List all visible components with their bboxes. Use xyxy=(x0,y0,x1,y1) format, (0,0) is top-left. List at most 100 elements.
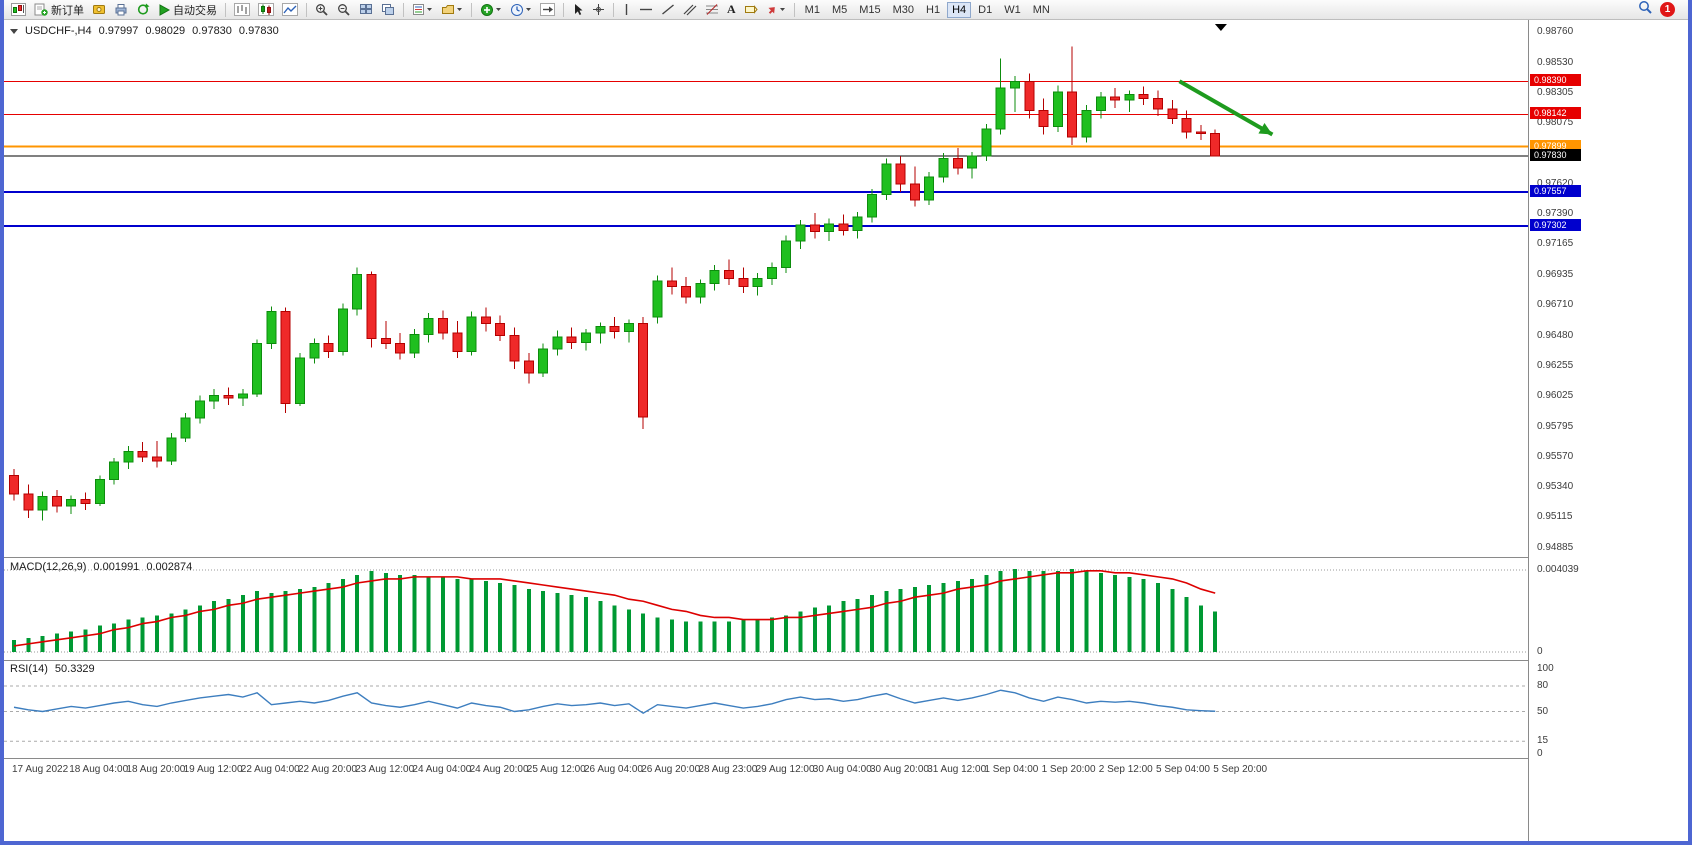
macd-label: MACD(12,26,9) 0.001991 0.002874 xyxy=(10,561,192,573)
timeframe-m1-button[interactable]: M1 xyxy=(804,3,820,16)
text-tool-button[interactable]: A xyxy=(724,0,739,19)
time-axis[interactable]: 17 Aug 2022 18 Aug 04:00 18 Aug 20:00 19 Au… xyxy=(4,759,1528,783)
new-order-button[interactable]: 新订单 xyxy=(31,0,87,19)
zoom-out-button[interactable] xyxy=(334,0,354,19)
candlestick-mode-button[interactable] xyxy=(255,0,277,19)
templates-icon xyxy=(412,3,425,16)
zoom-in-button[interactable] xyxy=(312,0,332,19)
chart-open-value: 0.97997 xyxy=(98,25,139,37)
clock-icon xyxy=(510,3,524,17)
fibonacci-tool-button[interactable] xyxy=(702,0,722,19)
timeframe-m15-button[interactable]: M15 xyxy=(859,3,881,16)
refresh-history-button[interactable] xyxy=(133,0,153,19)
bar-chart-mode-button[interactable] xyxy=(231,0,253,19)
toolbar: 新订单 自动交易 A xyxy=(4,0,1688,20)
print-button[interactable] xyxy=(111,0,131,19)
timeframe-h4-button[interactable]: H4 xyxy=(947,1,972,18)
chart-collapse-icon[interactable] xyxy=(10,28,18,34)
chart-shift-button[interactable] xyxy=(537,0,558,19)
timeframe-d1-button[interactable]: D1 xyxy=(978,3,993,16)
rsi-value: 50.3329 xyxy=(54,663,95,675)
price-axis-label: 0.98760 xyxy=(1537,26,1574,37)
notification-badge[interactable]: 1 xyxy=(1660,2,1675,17)
line-chart-mode-button[interactable] xyxy=(279,0,301,19)
arrows-tool-button[interactable] xyxy=(763,0,789,19)
crosshair-tool-button[interactable] xyxy=(589,0,608,19)
expert-advisors-button[interactable] xyxy=(89,0,109,19)
time-axis-label: 26 Aug 04:00 xyxy=(584,764,643,775)
chevron-down-icon xyxy=(426,7,433,12)
profiles-button[interactable] xyxy=(438,0,466,19)
timeframe-m5-button[interactable]: M5 xyxy=(831,3,848,16)
chevron-down-icon xyxy=(456,7,463,12)
price-level-badge: 0.98142 xyxy=(1530,107,1581,120)
price-axis-label: 0.97390 xyxy=(1537,208,1574,220)
channel-tool-button[interactable] xyxy=(680,0,700,19)
templates-button[interactable] xyxy=(409,0,436,19)
price-axis-label: 0.95340 xyxy=(1537,481,1574,493)
price-axis-label: 0.98530 xyxy=(1537,56,1574,68)
price-level-badge: 0.97302 xyxy=(1530,219,1581,232)
trendline-tool-button[interactable] xyxy=(658,0,678,19)
label-tool-button[interactable] xyxy=(741,0,761,19)
toolbar-separator xyxy=(793,2,795,17)
chart-area[interactable]: USDCHF-,H4 0.97997 0.98029 0.97830 0.978… xyxy=(4,20,1688,841)
refresh-history-icon xyxy=(136,3,150,16)
time-axis-label: 30 Aug 20:00 xyxy=(870,764,929,775)
time-axis-label: 25 Aug 12:00 xyxy=(526,764,586,775)
price-axis-label: 0.95115 xyxy=(1537,511,1573,523)
cursor-tool-button[interactable] xyxy=(569,0,587,19)
time-axis-label: 22 Aug 04:00 xyxy=(240,764,300,775)
fibonacci-icon xyxy=(705,3,719,16)
time-axis-label: 24 Aug 20:00 xyxy=(469,764,529,775)
chart-shift-icon xyxy=(540,3,555,16)
arrow-shape-icon xyxy=(766,4,778,16)
price-axis-label: 0.97620 xyxy=(1537,177,1574,189)
time-axis-label: 18 Aug 04:00 xyxy=(69,764,129,775)
time-axis-label: 22 Aug 20:00 xyxy=(298,764,357,775)
price-level-badge: 0.97830 xyxy=(1530,148,1581,161)
rsi-axis-label: 0 xyxy=(1537,748,1543,759)
time-axis-label: 1 Sep 20:00 xyxy=(1041,764,1096,775)
timeframe-h1-button[interactable]: H1 xyxy=(926,3,941,16)
panel-separator xyxy=(4,758,1688,759)
chart-ohlc-header: USDCHF-,H4 0.97997 0.98029 0.97830 0.978… xyxy=(10,25,279,37)
price-axis-label: 0.98075 xyxy=(1537,117,1574,129)
vertical-line-tool-button[interactable] xyxy=(619,0,634,19)
price-axis-label: 0.95795 xyxy=(1537,420,1574,432)
price-level-badge: 0.98390 xyxy=(1530,74,1581,87)
price-axis[interactable]: 0.987600.985300.983050.980750.978450.976… xyxy=(1528,20,1688,841)
timeframe-m30-button[interactable]: M30 xyxy=(892,3,915,16)
time-axis-label: 5 Sep 04:00 xyxy=(1156,764,1210,775)
chart-symbol-period: USDCHF-,H4 xyxy=(25,25,92,37)
periods-button[interactable] xyxy=(507,0,535,19)
time-axis-label: 18 Aug 20:00 xyxy=(126,764,186,775)
tile-windows-button[interactable] xyxy=(356,0,376,19)
add-indicator-button[interactable] xyxy=(477,0,505,19)
chart-plot[interactable] xyxy=(4,20,1528,760)
price-axis-label: 0.94885 xyxy=(1537,542,1574,553)
line-chart-icon xyxy=(282,3,298,16)
autotrading-button[interactable]: 自动交易 xyxy=(155,0,220,19)
zoom-in-icon xyxy=(315,3,329,16)
time-axis-label: 5 Sep 20:00 xyxy=(1213,764,1268,775)
toolbar-separator xyxy=(403,2,404,17)
price-axis-label: 0.98305 xyxy=(1537,86,1574,98)
timeframe-mn-button[interactable]: MN xyxy=(1032,3,1050,16)
text-tool-icon: A xyxy=(727,2,736,16)
timeframe-w1-button[interactable]: W1 xyxy=(1004,3,1021,16)
price-axis-label: 0.96255 xyxy=(1537,359,1574,371)
search-icon[interactable] xyxy=(1638,0,1653,19)
time-axis-label: 1 Sep 04:00 xyxy=(984,764,1039,775)
new-chart-button[interactable] xyxy=(8,0,29,19)
horizontal-line-tool-button[interactable] xyxy=(636,0,656,19)
cascade-windows-button[interactable] xyxy=(378,0,398,19)
price-axis-label: 0.96480 xyxy=(1537,329,1574,341)
time-axis-label: 31 Aug 12:00 xyxy=(927,764,987,775)
time-axis-label: 30 Aug 04:00 xyxy=(812,764,872,775)
rsi-name: RSI(14) xyxy=(10,663,48,675)
autotrading-play-icon xyxy=(158,3,170,16)
cascade-windows-icon xyxy=(381,3,395,16)
time-axis-label: 2 Sep 12:00 xyxy=(1098,764,1153,775)
